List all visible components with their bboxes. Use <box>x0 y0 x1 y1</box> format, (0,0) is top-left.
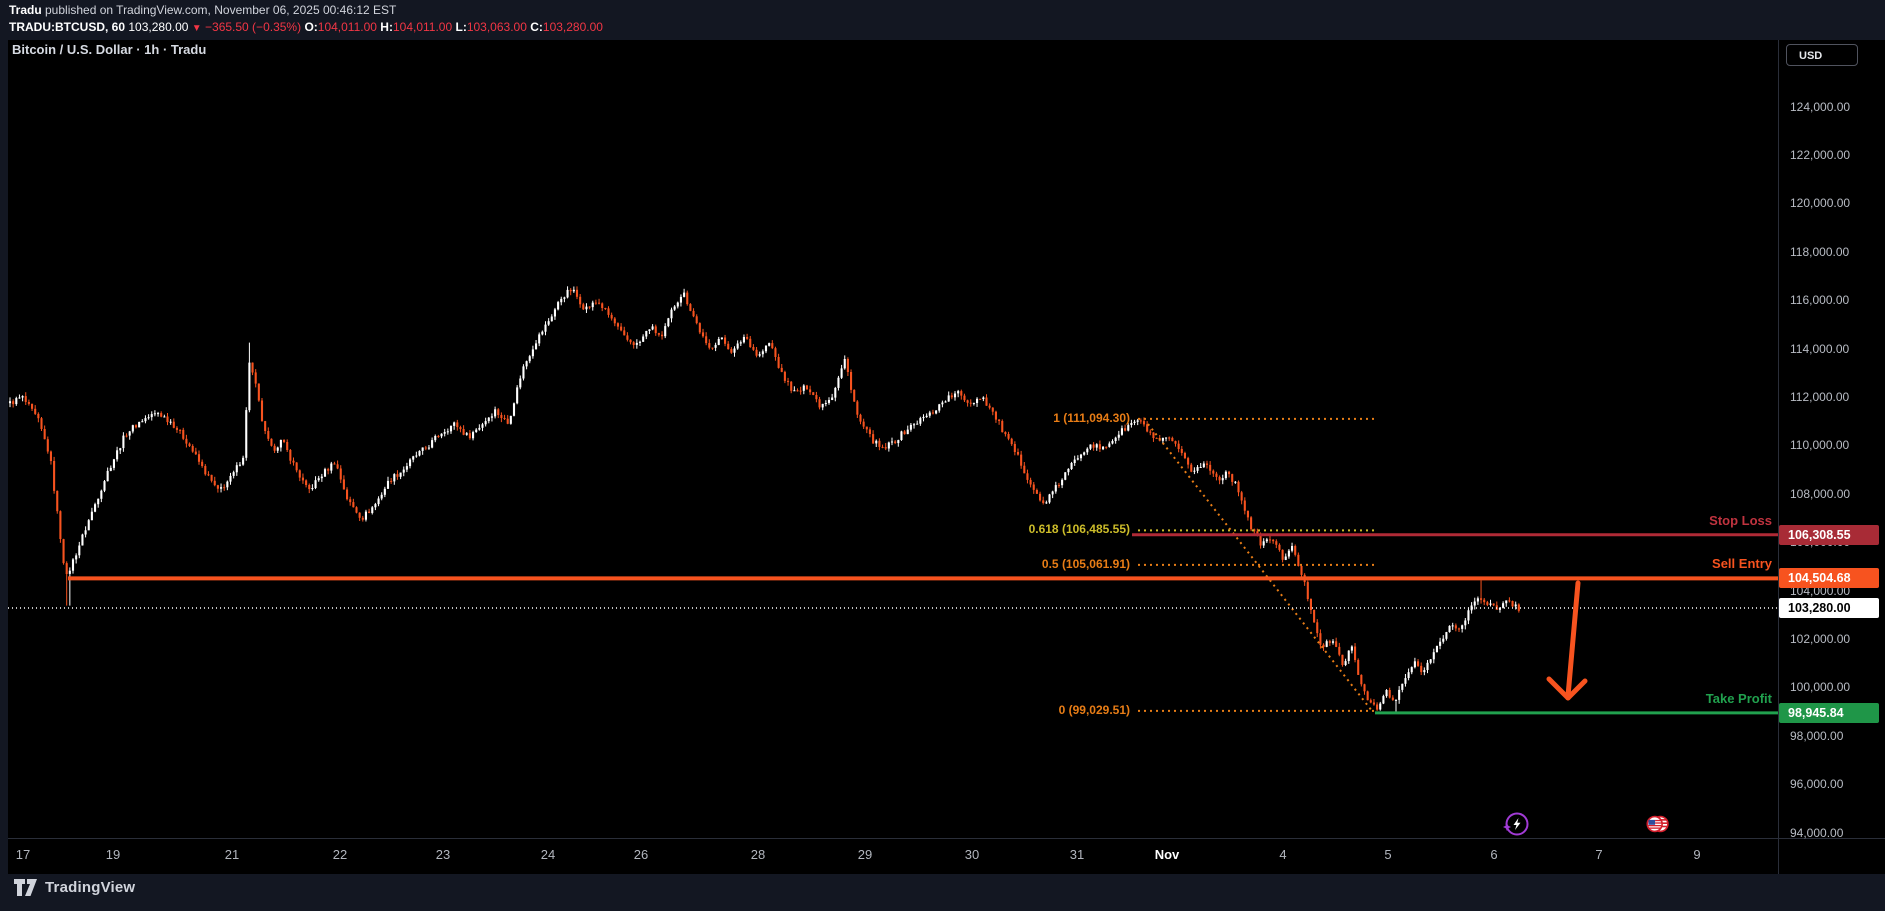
price-tick-label: 102,000.00 <box>1790 632 1851 646</box>
time-tick-label: 26 <box>633 847 649 862</box>
currency-usd-button[interactable]: USD <box>1786 44 1858 66</box>
us-economic-event-flag-icon[interactable] <box>1644 810 1672 838</box>
sell-entry-label: Sell Entry <box>1712 556 1772 572</box>
price-tick-label: 100,000.00 <box>1790 680 1851 695</box>
time-tick-label: 6 <box>1490 847 1498 862</box>
published-text: published on TradingView.com, November 0… <box>41 3 397 17</box>
published-line: Tradu published on TradingView.com, Nove… <box>9 3 396 17</box>
high-label: H: <box>380 20 393 34</box>
time-tick-label: 4 <box>1279 847 1287 862</box>
low-label: L: <box>455 20 467 34</box>
header: Tradu published on TradingView.com, Nove… <box>9 0 1885 40</box>
tradingview-logo-text: TradingView <box>45 879 136 896</box>
chart-title: Bitcoin / U.S. Dollar · 1h · Tradu <box>12 42 207 57</box>
low-value: 103,063.00 <box>466 20 527 34</box>
last-price: 103,280.00 <box>128 20 189 34</box>
close-value: 103,280.00 <box>542 20 603 34</box>
tradingview-logo[interactable]: TradingView <box>14 879 135 896</box>
time-tick-label: 5 <box>1384 847 1392 862</box>
fib-level-label: 0 (99,029.51) <box>1058 702 1130 717</box>
current-price-badge: 103,280.00 <box>1779 598 1879 619</box>
time-axis-separator <box>8 838 1885 839</box>
open-label: O: <box>304 20 318 34</box>
time-tick-label: 9 <box>1693 847 1701 862</box>
time-tick-label: 22 <box>332 847 348 862</box>
publisher-name: Tradu <box>9 3 42 17</box>
price-tick-label: 110,000.00 <box>1790 438 1850 453</box>
price-change: −365.50 (−0.35%) <box>205 20 302 34</box>
stop-loss-label: Stop Loss <box>1709 512 1772 528</box>
close-label: C: <box>530 20 543 34</box>
stop-loss-price-badge[interactable]: 106,308.55 <box>1779 524 1879 545</box>
time-tick-label: 17 <box>15 847 31 862</box>
price-tick-label: 96,000.00 <box>1790 777 1844 792</box>
time-tick-label: 24 <box>540 847 556 862</box>
symbol-ohlc-line: TRADU:BTCUSD, 60 103,280.00 ▼ −365.50 (−… <box>9 20 603 34</box>
time-tick-label: 30 <box>964 847 980 862</box>
price-tick-label: 116,000.00 <box>1790 293 1850 308</box>
price-tick-label: 124,000.00 <box>1790 99 1851 114</box>
price-tick-label: 118,000.00 <box>1790 244 1850 259</box>
time-tick-label: 29 <box>857 847 873 862</box>
tradingview-logo-icon <box>14 879 37 896</box>
price-tick-label: 112,000.00 <box>1790 390 1850 404</box>
fib-level-label: 0.5 (105,061.91) <box>1041 556 1130 571</box>
time-tick-label: 31 <box>1069 847 1085 862</box>
price-tick-label: 98,000.00 <box>1790 728 1844 743</box>
price-tick-label: 94,000.00 <box>1790 825 1844 840</box>
take-profit-label: Take Profit <box>1705 690 1772 706</box>
crypto-event-lightning-icon[interactable] <box>1502 810 1530 838</box>
price-axis-separator <box>1778 40 1779 874</box>
time-tick-label: 19 <box>105 847 121 862</box>
time-tick-label: 21 <box>224 847 240 862</box>
time-tick-label: Nov <box>1154 847 1180 862</box>
price-tick-label: 120,000.00 <box>1790 196 1851 211</box>
price-tick-label: 108,000.00 <box>1790 486 1851 501</box>
sell-entry-price-badge[interactable]: 104,504.68 <box>1779 568 1879 589</box>
open-value: 104,011.00 <box>317 20 377 34</box>
time-tick-label: 7 <box>1595 847 1603 862</box>
time-tick-label: 28 <box>750 847 766 862</box>
chart-background <box>8 40 1885 874</box>
down-triangle-icon: ▼ <box>191 23 202 34</box>
take-profit-price-badge[interactable]: 98,945.84 <box>1779 702 1879 723</box>
fib-level-label: 0.618 (106,485.55) <box>1028 522 1130 537</box>
symbol-name: TRADU:BTCUSD, 60 <box>9 20 126 34</box>
fib-level-label: 1 (111,094.30) <box>1053 410 1130 425</box>
price-tick-label: 122,000.00 <box>1790 148 1851 162</box>
time-tick-label: 23 <box>435 847 451 862</box>
price-tick-label: 114,000.00 <box>1790 341 1850 356</box>
high-value: 104,011.00 <box>392 20 453 34</box>
